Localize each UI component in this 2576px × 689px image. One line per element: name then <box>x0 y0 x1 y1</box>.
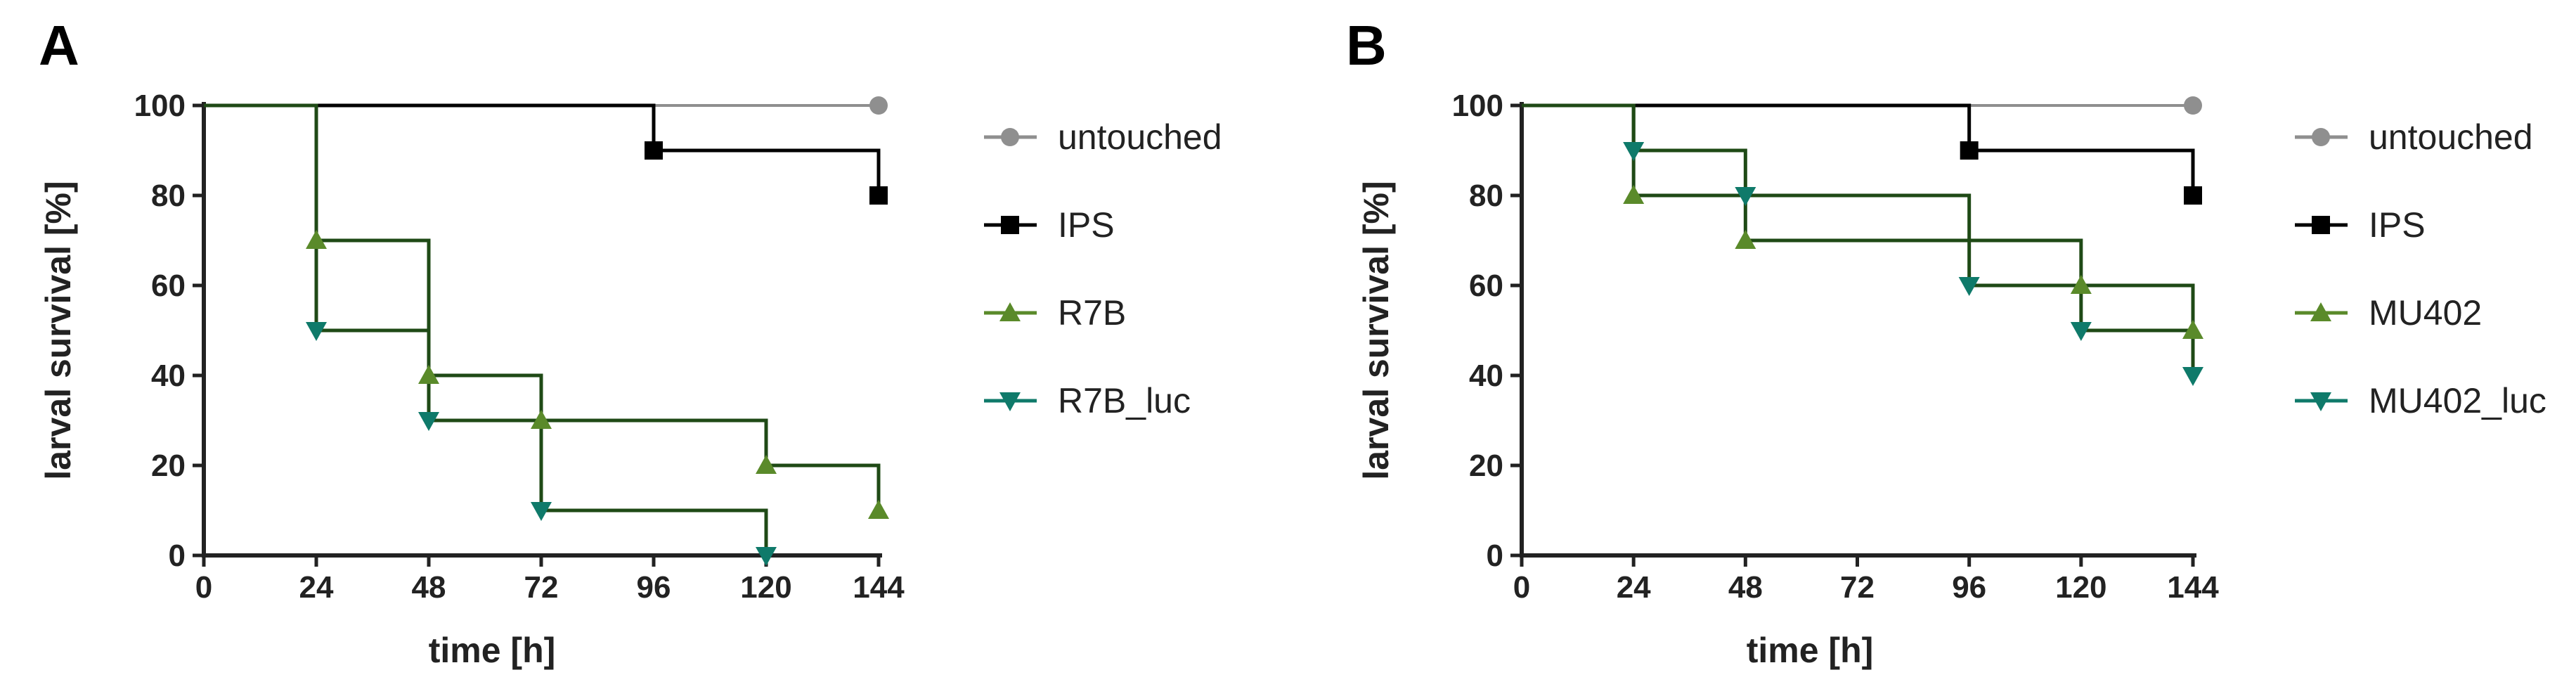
legend-label: untouched <box>1058 117 1222 157</box>
point-mu402-luc <box>1958 277 1980 296</box>
legend-swatch-marker <box>999 302 1021 321</box>
panel-a-label: A <box>39 14 79 77</box>
legend-item-r7b-luc: R7B_luc <box>984 381 1191 420</box>
panel-a-ylabel: larval survival [%] <box>39 181 78 479</box>
panel-b-xlabel: time [h] <box>1747 631 1874 670</box>
x-tick-label: 72 <box>1840 570 1875 605</box>
legend-item-untouched: untouched <box>2295 117 2533 157</box>
series-line-mu402 <box>1522 103 2195 330</box>
x-tick-label: 0 <box>195 570 212 605</box>
point-mu402-luc <box>2070 322 2092 341</box>
x-tick-label: 120 <box>2055 570 2106 605</box>
legend-item-untouched: untouched <box>984 117 1222 157</box>
point-r7b-luc <box>756 547 777 566</box>
series-line-mu402-luc <box>1522 103 2195 375</box>
legend-item-ips: IPS <box>2295 205 2426 245</box>
legend-swatch-marker <box>2310 392 2331 411</box>
legend-label: R7B_luc <box>1058 381 1191 420</box>
point-r7b-luc <box>306 322 327 341</box>
point-mu402-luc <box>2182 367 2203 386</box>
legend-label: IPS <box>1058 205 1115 245</box>
panel-b-ylabel: larval survival [%] <box>1357 181 1396 479</box>
series-line-ips <box>204 103 881 195</box>
panel-a-plot: 0 20 40 60 80 100 0 24 48 72 96 120 144 <box>134 89 905 605</box>
legend-item-ips: IPS <box>984 205 1115 245</box>
point-untouched <box>869 96 888 115</box>
y-tick-label: 40 <box>1469 359 1503 393</box>
legend-swatch-marker <box>2312 216 2330 234</box>
point-mu402 <box>2182 320 2203 339</box>
legend-swatch-marker <box>2310 302 2331 321</box>
point-untouched <box>2184 96 2202 115</box>
x-tick-label: 0 <box>1513 570 1530 605</box>
point-mu402 <box>1735 230 1756 249</box>
point-r7b <box>756 455 777 474</box>
y-tick-label: 0 <box>1487 539 1503 573</box>
y-tick-label: 80 <box>151 179 186 213</box>
y-tick-label: 0 <box>169 539 186 573</box>
legend-swatch-marker <box>2312 128 2330 146</box>
x-tick-label: 48 <box>412 570 446 605</box>
legend-label: MU402 <box>2369 293 2482 333</box>
x-tick-label: 96 <box>1952 570 1986 605</box>
x-tick-label: 96 <box>637 570 671 605</box>
legend-item-r7b: R7B <box>984 293 1126 333</box>
point-mu402 <box>1623 185 1645 204</box>
legend-item-mu402: MU402 <box>2295 293 2482 333</box>
x-tick-label: 72 <box>524 570 559 605</box>
x-tick-label: 24 <box>299 570 334 605</box>
x-tick-label: 120 <box>740 570 791 605</box>
legend-swatch-marker <box>999 392 1021 411</box>
x-tick-label: 24 <box>1617 570 1651 605</box>
panel-a-legend: untouched IPS R7B R7B_luc <box>984 117 1222 420</box>
point-r7b <box>531 410 552 429</box>
panel-b-plot: 0 20 40 60 80 100 0 24 48 72 96 120 144 <box>1452 89 2220 605</box>
y-tick-label: 100 <box>1452 89 1503 123</box>
legend-swatch-marker <box>1001 128 1019 146</box>
series-line-r7b-luc <box>204 103 768 555</box>
panel-a: A larval survival [%] time [h] 0 20 40 60 80… <box>39 14 1222 670</box>
y-tick-label: 20 <box>151 449 186 483</box>
point-r7b <box>868 500 889 519</box>
panel-a-xlabel: time [h] <box>429 631 556 670</box>
legend-label: R7B <box>1058 293 1126 333</box>
panel-b-legend: untouched IPS MU402 MU402_luc <box>2295 117 2546 420</box>
x-tick-label: 48 <box>1728 570 1763 605</box>
x-tick-label: 144 <box>853 570 905 605</box>
legend-label: untouched <box>2369 117 2533 157</box>
y-tick-label: 100 <box>134 89 186 123</box>
point-ips <box>1960 141 1979 160</box>
point-ips <box>869 186 888 205</box>
point-r7b <box>306 230 327 249</box>
legend-label: IPS <box>2369 205 2426 245</box>
point-mu402 <box>2070 275 2092 294</box>
legend-swatch-marker <box>1001 216 1019 234</box>
y-tick-label: 20 <box>1469 449 1503 483</box>
point-ips <box>645 141 663 160</box>
series-line-ips <box>1522 103 2195 195</box>
legend-item-mu402-luc: MU402_luc <box>2295 381 2546 420</box>
point-r7b <box>418 365 439 384</box>
point-r7b-luc <box>418 412 439 431</box>
y-tick-label: 60 <box>1469 269 1503 303</box>
point-mu402-luc <box>1735 187 1756 206</box>
point-r7b-luc <box>531 502 552 521</box>
y-tick-label: 40 <box>151 359 186 393</box>
panel-b-label: B <box>1346 14 1387 77</box>
x-tick-label: 144 <box>2167 570 2219 605</box>
panel-b: B larval survival [%] time [h] 0 20 40 60 80… <box>1346 14 2546 670</box>
point-mu402-luc <box>1623 142 1645 161</box>
legend-label: MU402_luc <box>2369 381 2546 420</box>
y-tick-label: 60 <box>151 269 186 303</box>
point-ips <box>2184 186 2202 205</box>
y-tick-label: 80 <box>1469 179 1503 213</box>
